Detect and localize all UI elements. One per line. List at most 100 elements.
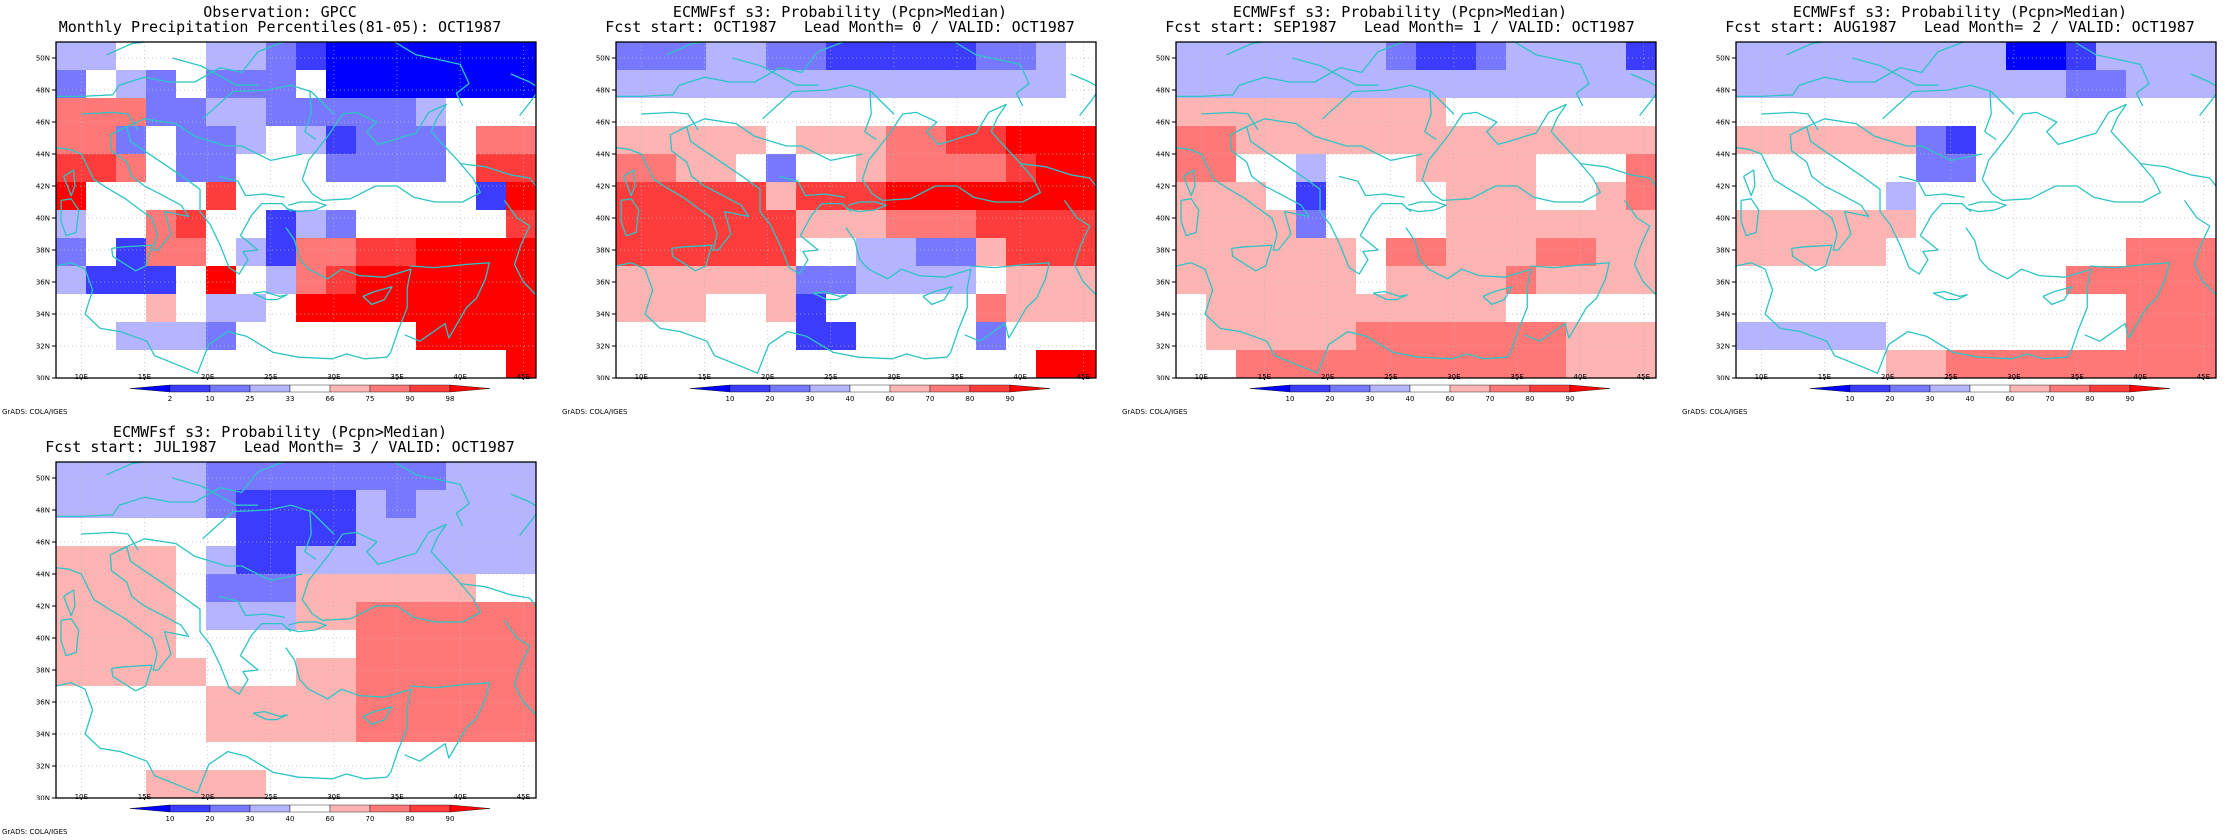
grid-cell <box>1006 182 1037 211</box>
coastline <box>56 496 170 518</box>
grid-cell <box>1176 70 1207 99</box>
grid-cell <box>356 98 387 127</box>
colorbar-segment <box>129 804 171 813</box>
lat-tick-label: 42N <box>596 183 610 191</box>
grid-cell <box>356 42 387 71</box>
grid-cell <box>146 686 177 715</box>
lon-tick-label: 10E <box>1195 373 1208 380</box>
grid-cell <box>1506 42 1537 71</box>
grid-cell <box>446 238 477 267</box>
grid-cell <box>146 294 177 323</box>
lat-tick-label: 38N <box>1156 247 1170 255</box>
grid-cell <box>2066 154 2097 183</box>
grid-cell <box>1036 322 1067 351</box>
grid-cell <box>1506 238 1537 267</box>
probability-map: 30N 32N 34N 36N 38N 40N 42N 44N 46N 48N 50N 10E 15E 2… <box>1700 40 2220 380</box>
grid-cell <box>2156 126 2187 155</box>
grid-cell <box>1766 42 1797 71</box>
panel-title-line2: Fcst start: OCT1987 Lead Month= 0 / VALI… <box>605 18 1075 36</box>
lat-tick-label: 42N <box>1156 183 1170 191</box>
coastline <box>55 227 412 374</box>
grid-cell <box>386 42 417 71</box>
colorbar-label: 90 <box>1006 395 1015 403</box>
grid-cell <box>676 154 707 183</box>
colorbar-segment <box>1289 384 1331 393</box>
lon-tick-label: 30E <box>327 793 340 800</box>
grid-cell <box>1566 322 1597 351</box>
grid-cell <box>1886 182 1917 211</box>
coastline <box>252 710 288 721</box>
panel-forecast-lead-0: ECMWFsf s3: Probability (Pcpn>Median) Fc… <box>560 0 1120 420</box>
grid-cell <box>506 182 537 211</box>
coastline <box>1175 227 1532 374</box>
coastline <box>1322 84 1455 120</box>
grid-cell <box>116 770 147 799</box>
colorbar-segment <box>449 384 491 393</box>
colorbar-segment <box>209 384 251 393</box>
grid-cell <box>2156 350 2187 379</box>
grid-cell <box>2066 70 2097 99</box>
lat-tick-label: 50N <box>36 55 50 63</box>
grid-cell <box>2006 70 2037 99</box>
grid-cell <box>766 294 797 323</box>
grid-cell <box>326 658 357 687</box>
grid-cell <box>1796 42 1827 71</box>
lat-tick-label: 50N <box>36 475 50 483</box>
grid-cell <box>386 490 417 519</box>
grid-cell <box>446 322 477 351</box>
coastline <box>1736 76 1850 98</box>
grid-cell <box>856 126 887 155</box>
grid-cell <box>176 98 207 127</box>
colorbar-segment <box>769 384 811 393</box>
grid-cell <box>506 154 537 183</box>
coastline <box>620 198 640 237</box>
coastline <box>503 200 537 296</box>
lon-tick-label: 40E <box>454 373 467 380</box>
grid-cell <box>1416 126 1447 155</box>
colorbar-segment <box>329 804 371 813</box>
colorbar-segment <box>369 384 411 393</box>
grid-cell <box>2096 154 2127 183</box>
colorbar-label: 70 <box>1486 395 1495 403</box>
grid-cell <box>356 490 387 519</box>
grid-cell <box>296 350 327 379</box>
grid-cell <box>326 266 357 295</box>
lat-tick-label: 42N <box>36 183 50 191</box>
grid-cell <box>1036 294 1067 323</box>
grid-cell <box>1326 70 1357 99</box>
grid-cell <box>206 42 237 71</box>
lon-tick-label: 35E <box>2070 373 2083 380</box>
grid-cell <box>1826 154 1857 183</box>
grid-cell <box>416 658 447 687</box>
grid-cell <box>1266 350 1297 379</box>
grid-cell <box>916 210 947 239</box>
grid-cell <box>506 294 537 323</box>
grid-cell <box>1476 238 1507 267</box>
grid-cell <box>1326 182 1357 211</box>
grid-cell <box>1326 294 1357 323</box>
grid-cell <box>706 154 737 183</box>
grid-cell <box>1176 238 1207 267</box>
grid-cell <box>1296 154 1327 183</box>
grid-cell <box>1626 238 1657 267</box>
grid-cell <box>146 182 177 211</box>
grid-cell <box>86 322 117 351</box>
lat-tick-label: 48N <box>36 87 50 95</box>
grid-cell <box>796 98 827 127</box>
grid-cell <box>476 546 507 575</box>
colorbar: 10 20 30 40 60 70 80 90 <box>129 804 491 823</box>
grid-cell <box>916 98 947 127</box>
grid-cell <box>326 602 357 631</box>
grid-cell <box>2186 210 2217 239</box>
grid-cell <box>1446 266 1477 295</box>
grid-cell <box>326 322 357 351</box>
grid-cell <box>386 294 417 323</box>
lat-tick-label: 32N <box>36 763 50 771</box>
grid-cell <box>646 322 677 351</box>
probability-map: 30N 32N 34N 36N 38N 40N 42N 44N 46N 48N 50N 10E 15E 2… <box>1140 40 1660 380</box>
grid-cell <box>416 490 447 519</box>
grid-cell <box>386 70 417 99</box>
lat-tick-label: 38N <box>36 247 50 255</box>
grid-cell <box>1446 210 1477 239</box>
grid-cell <box>1036 42 1067 71</box>
